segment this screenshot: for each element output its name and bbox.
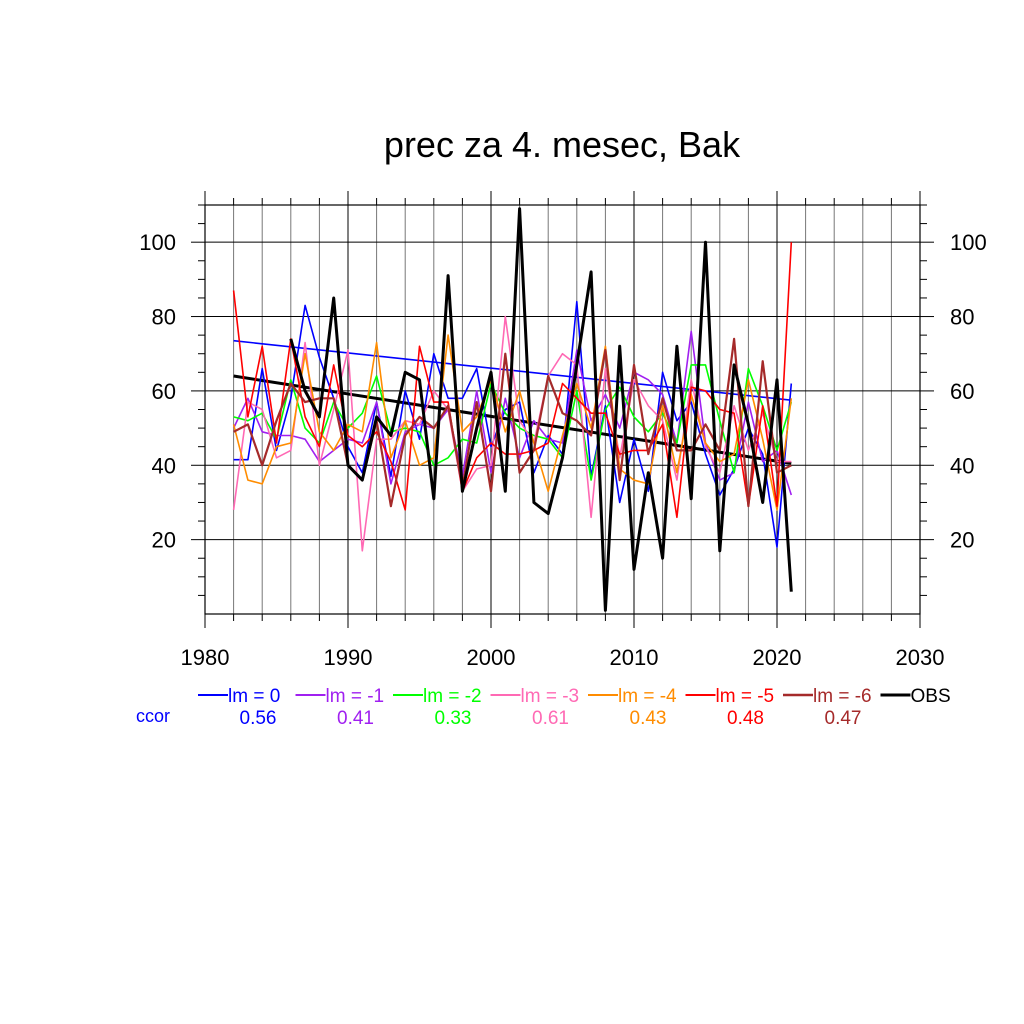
ccor-value-lm-0: 0.56 xyxy=(240,708,277,729)
y-tick-label-right: 40 xyxy=(950,453,974,478)
x-tick-label: 1980 xyxy=(181,645,230,670)
ccor-value-lm-1: 0.41 xyxy=(337,708,374,729)
x-tick-label: 2000 xyxy=(467,645,516,670)
ccor-value-lm-3: 0.61 xyxy=(532,708,569,729)
series-line-lm-6 xyxy=(233,337,792,508)
ccor-value-lm-6: 0.47 xyxy=(825,708,862,729)
y-tick-label: 80 xyxy=(152,305,176,330)
x-tick-label: 2020 xyxy=(753,645,802,670)
y-tick-label-right: 60 xyxy=(950,379,974,404)
y-tick-label-right: 100 xyxy=(950,230,987,255)
series-line-obs xyxy=(289,207,793,612)
x-tick-label: 2030 xyxy=(896,645,945,670)
legend-label-lm-5: lm = -5 xyxy=(716,686,775,707)
legend-label-lm-4: lm = -4 xyxy=(618,686,677,707)
legend-label-lm-2: lm = -2 xyxy=(423,686,482,707)
legend-label-lm-1: lm = -1 xyxy=(326,686,385,707)
ccor-value-lm-4: 0.43 xyxy=(630,708,667,729)
y-axis-left: 20 40 60 80 100 xyxy=(139,230,176,552)
x-tick-label: 2010 xyxy=(610,645,659,670)
legend-label-lm-0: lm = 0 xyxy=(228,686,280,707)
x-tick-label: 1990 xyxy=(324,645,373,670)
chart-title: prec za 4. mesec, Bak xyxy=(384,124,741,165)
y-tick-label-right: 20 xyxy=(950,528,974,553)
y-tick-label-right: 80 xyxy=(950,305,974,330)
series-lines xyxy=(232,207,793,612)
ccor-value-lm-5: 0.48 xyxy=(727,708,764,729)
x-axis: 1980 1990 2000 2010 2020 2030 xyxy=(181,645,945,670)
y-tick-label: 100 xyxy=(139,230,176,255)
y-tick-label: 40 xyxy=(152,453,176,478)
legend-label-lm-6: lm = -6 xyxy=(813,686,872,707)
ccor-value-lm-2: 0.33 xyxy=(435,708,472,729)
y-axis-right: 20 40 60 80 100 xyxy=(950,230,987,552)
ccor-label: ccor xyxy=(136,706,170,726)
y-tick-label: 60 xyxy=(152,379,176,404)
legend-label-lm-3: lm = -3 xyxy=(521,686,580,707)
legend-label-obs: OBS xyxy=(911,686,951,707)
y-tick-label: 20 xyxy=(152,528,176,553)
axis-ticks xyxy=(191,191,934,628)
